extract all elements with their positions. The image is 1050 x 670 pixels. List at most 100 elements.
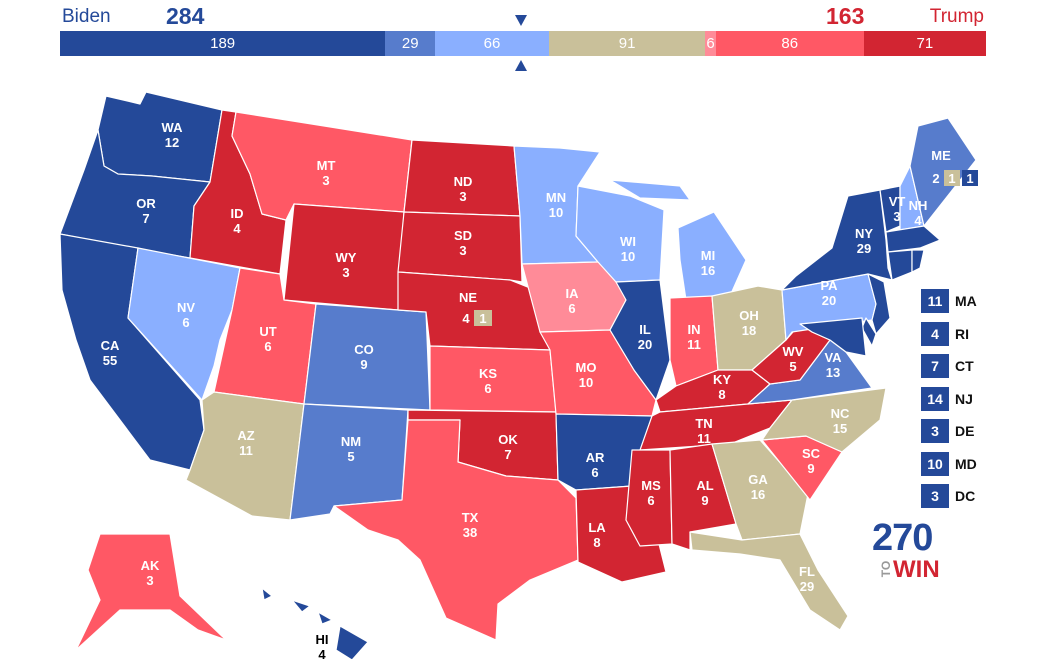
state-abbr-ar: AR <box>586 450 605 465</box>
state-abbr-ak: AK <box>141 558 160 573</box>
biden-label: Biden <box>62 6 111 27</box>
me-district-2-box[interactable] <box>944 170 960 186</box>
state-ev-al: 9 <box>701 493 708 508</box>
bar-segment-4: 6 <box>705 31 716 56</box>
state-ak[interactable] <box>75 533 227 651</box>
state-ev-sd: 3 <box>459 243 466 258</box>
state-abbr-me: ME <box>931 148 951 163</box>
electoral-vote-bar: 189 29 66 91 6 86 71 <box>60 31 986 56</box>
bar-segment-6: 71 <box>863 31 986 56</box>
state-ev-ia: 6 <box>568 301 575 316</box>
state-hi[interactable] <box>261 587 369 661</box>
270towin-logo-win: WIN <box>893 556 940 583</box>
state-ev-oh: 18 <box>742 323 756 338</box>
small-state-ev-md[interactable]: 10 <box>921 451 949 476</box>
state-abbr-sc: SC <box>802 446 821 461</box>
state-ev-ga: 16 <box>751 487 765 502</box>
state-abbr-id: ID <box>231 206 244 221</box>
state-abbr-pa: PA <box>820 278 838 293</box>
small-state-name-md: MD <box>955 455 977 472</box>
state-abbr-vt: VT <box>889 194 906 209</box>
state-ev-ok: 7 <box>504 447 511 462</box>
state-ri[interactable] <box>911 249 925 273</box>
small-state-ev-ma[interactable]: 11 <box>921 289 949 313</box>
ne-district-box[interactable] <box>474 310 492 326</box>
me-district-1-box[interactable] <box>962 170 978 186</box>
small-state-name-ct: CT <box>955 358 974 374</box>
state-abbr-hi: HI <box>316 632 329 647</box>
state-abbr-wy: WY <box>336 250 357 265</box>
state-ev-ky: 8 <box>718 387 725 402</box>
state-ev-fl: 29 <box>800 579 814 594</box>
state-ev-ut: 6 <box>264 339 271 354</box>
state-ev-mt: 3 <box>322 173 329 188</box>
state-wa[interactable] <box>97 91 223 183</box>
state-ms[interactable] <box>625 449 673 547</box>
state-ev-il: 20 <box>638 337 652 352</box>
state-ev-or: 7 <box>142 211 149 226</box>
state-ev-va: 13 <box>826 365 840 380</box>
state-ev-in: 11 <box>687 337 701 352</box>
state-fl[interactable] <box>689 531 849 631</box>
small-state-name-ri: RI <box>955 325 969 342</box>
state-ev-az: 11 <box>239 443 253 458</box>
270-marker-top-icon <box>515 15 527 26</box>
state-abbr-nm: NM <box>341 434 361 449</box>
state-abbr-wi: WI <box>620 234 636 249</box>
state-abbr-co: CO <box>354 342 374 357</box>
state-abbr-tn: TN <box>695 416 712 431</box>
small-state-ev-dc[interactable]: 3 <box>921 484 949 508</box>
state-ev-ca: 55 <box>103 353 117 368</box>
state-sd[interactable] <box>397 211 523 283</box>
state-ev-tn: 11 <box>697 431 711 446</box>
state-ev-hi: 4 <box>318 647 326 662</box>
state-ev-me-district-ev-1: 1 <box>966 171 973 186</box>
small-state-ev-nj[interactable]: 14 <box>921 386 949 411</box>
state-de[interactable] <box>861 317 877 347</box>
small-state-name-de: DE <box>955 423 975 439</box>
state-abbr-al: AL <box>696 478 713 493</box>
state-abbr-mn: MN <box>546 190 566 205</box>
state-ev-wa: 12 <box>165 135 179 150</box>
state-abbr-la: LA <box>588 520 606 535</box>
state-abbr-or: OR <box>136 196 156 211</box>
state-ev-ms: 6 <box>647 493 654 508</box>
state-abbr-tx: TX <box>462 510 479 525</box>
small-state-name-dc: DC <box>955 488 976 504</box>
state-abbr-ms: MS <box>641 478 661 493</box>
state-ny[interactable] <box>781 189 893 291</box>
state-abbr-mo: MO <box>576 360 597 375</box>
small-state-ev-ct[interactable]: 7 <box>921 354 949 378</box>
state-ma[interactable] <box>885 225 941 253</box>
state-ev-ak: 3 <box>146 573 153 588</box>
state-ev-mi: 16 <box>701 263 715 278</box>
bar-segment-2: 66 <box>435 31 549 56</box>
state-ev-ne-district-ev: 1 <box>479 311 486 326</box>
state-ev-mo: 10 <box>579 375 593 390</box>
state-tx[interactable] <box>333 419 579 641</box>
state-abbr-az: AZ <box>237 428 254 443</box>
state-ev-me-district-ev-2: 1 <box>948 171 955 186</box>
bar-segment-0: 189 <box>60 31 386 56</box>
trump-label: Trump <box>929 6 984 27</box>
270towin-logo-to: TO <box>879 560 894 578</box>
state-abbr-mi: MI <box>701 248 715 263</box>
state-il[interactable] <box>609 279 671 401</box>
state-md[interactable] <box>799 317 867 357</box>
state-ev-tx: 38 <box>463 525 477 540</box>
state-ev-nc: 15 <box>833 421 847 436</box>
state-ct[interactable] <box>887 249 913 281</box>
state-ev-la: 8 <box>593 535 600 550</box>
small-state-name-ma: MA <box>955 293 977 309</box>
state-abbr-nd: ND <box>454 174 473 189</box>
small-state-ev-de[interactable]: 3 <box>921 419 949 443</box>
small-state-ev-ri[interactable]: 4 <box>921 321 949 346</box>
bar-segment-5: 86 <box>715 31 864 56</box>
state-ev-sc: 9 <box>807 461 814 476</box>
state-ev-nm: 5 <box>347 449 354 464</box>
state-ev-ny: 29 <box>857 241 871 256</box>
state-ev-nv: 6 <box>182 315 189 330</box>
bar-segment-1: 29 <box>385 31 436 56</box>
state-me[interactable] <box>909 117 977 227</box>
state-abbr-nh: NH <box>909 198 928 213</box>
